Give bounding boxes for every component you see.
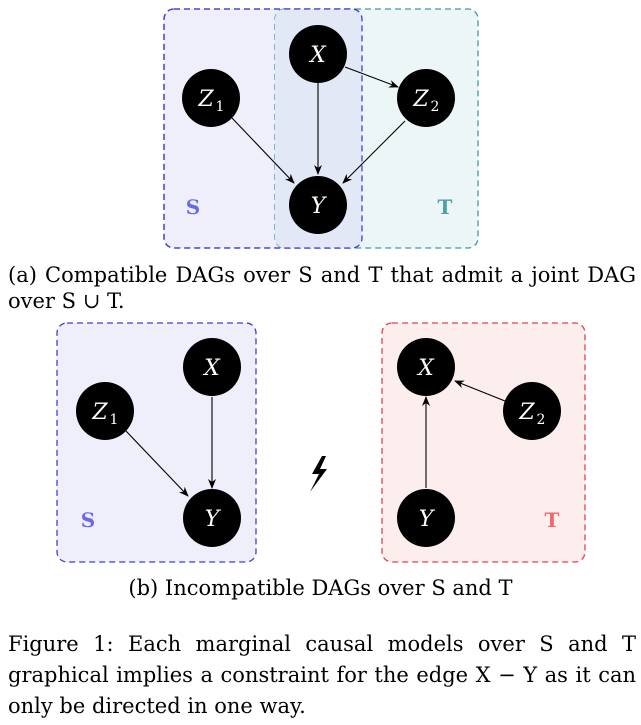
node-z1-b: Z 1 (76, 382, 134, 440)
node-y: Y (289, 176, 347, 234)
edge-z2-y (342, 120, 406, 184)
svg-text:Y: Y (419, 507, 436, 532)
svg-text:Z: Z (197, 87, 214, 112)
svg-text:Z: Z (91, 400, 108, 425)
subfigure-a: X Z 1 Z 2 Y S T (163, 8, 479, 249)
node-x: X (289, 25, 347, 83)
set-t-label-b: T (545, 508, 560, 532)
node-z2: Z 2 (397, 69, 455, 127)
set-s-label: S (186, 195, 200, 219)
node-y-b-left: Y (183, 489, 241, 547)
node-z2-b: Z 2 (503, 382, 561, 440)
edge-z1-y-b (125, 430, 189, 497)
node-y-b-right: Y (397, 489, 455, 547)
svg-text:X: X (308, 43, 327, 68)
node-x-b-right: X (397, 338, 455, 396)
set-t-label: T (438, 195, 453, 219)
edge-x-z2 (344, 66, 399, 88)
svg-text:1: 1 (216, 99, 225, 115)
svg-text:1: 1 (110, 412, 119, 428)
edge-z2-x-b (454, 380, 506, 402)
edge-z1-y (231, 117, 295, 184)
subfigure-b-right: X Z 2 Y T (381, 322, 586, 563)
subfigure-a-caption: (a) Compatible DAGs over S and T that ad… (8, 263, 636, 313)
svg-text:2: 2 (537, 412, 546, 428)
node-x-b-left: X (183, 338, 241, 396)
set-s-label-b: S (81, 508, 95, 532)
svg-text:2: 2 (431, 99, 440, 115)
svg-text:X: X (202, 356, 221, 381)
svg-text:Y: Y (311, 194, 328, 219)
svg-text:Z: Z (412, 87, 429, 112)
set-s-box-outline (163, 8, 363, 249)
svg-text:Y: Y (205, 507, 222, 532)
lightning-icon (310, 456, 327, 492)
svg-text:X: X (416, 356, 435, 381)
subfigure-b-left: X Z 1 Y S (56, 322, 257, 563)
node-z1: Z 1 (182, 69, 240, 127)
figure-caption: Figure 1: Each marginal causal models ov… (8, 632, 636, 718)
svg-text:Z: Z (518, 400, 535, 425)
subfigure-b-caption: (b) Incompatible DAGs over S and T (128, 576, 513, 600)
